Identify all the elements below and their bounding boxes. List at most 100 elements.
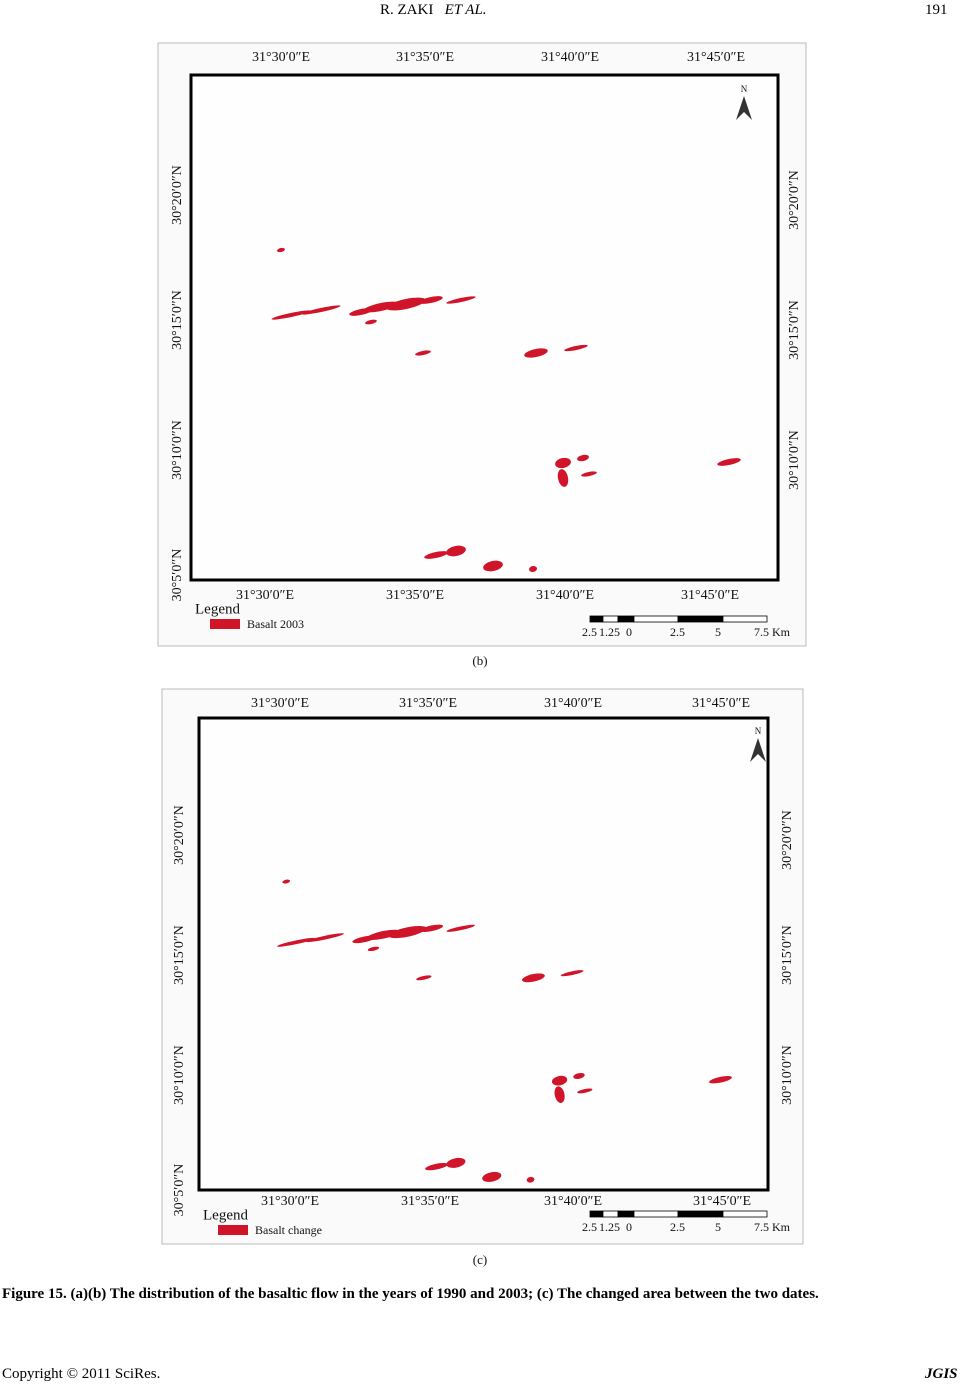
bottom-coord: 31°35′0″E: [401, 1194, 459, 1209]
basalt-patch: [581, 471, 597, 477]
basalt-patch: [526, 1176, 535, 1183]
north-letter: N: [741, 84, 748, 94]
left-coord: 30°5′0″N: [170, 549, 185, 602]
scale-label: 2.5: [670, 1220, 685, 1234]
bottom-coord: 31°40′0″E: [544, 1194, 602, 1209]
legend-title: Legend: [203, 1207, 248, 1223]
basalt-patch: [416, 975, 432, 981]
basalt-patch: [529, 565, 537, 573]
basalt-patch: [415, 350, 431, 356]
author-suffix: ET AL.: [444, 2, 487, 18]
scale-segment: [589, 615, 604, 623]
right-coord: 30°15′0″N: [787, 300, 802, 360]
basalt-patch: [551, 1075, 568, 1086]
scale-segment: [677, 1210, 724, 1218]
scale-label: 2.5: [670, 625, 685, 639]
legend-swatch: [218, 1225, 248, 1235]
left-coord: 30°10′0″N: [170, 420, 185, 480]
panel-label: (b): [472, 653, 487, 668]
bottom-coord: 31°45′0″E: [681, 588, 739, 603]
basalt-patch: [420, 924, 444, 932]
legend-swatch: [210, 619, 240, 629]
basalt-patch: [271, 310, 311, 320]
basalt-patch: [282, 879, 291, 884]
basalt-patch: [555, 457, 571, 469]
author: R. ZAKI: [380, 2, 434, 18]
left-coord: 30°20′0″N: [170, 165, 185, 225]
scale-label: 1.25: [599, 1220, 620, 1234]
copyright: Copyright © 2011 SciRes.: [2, 1366, 161, 1382]
basalt-patch: [424, 551, 448, 559]
basalt-patch: [564, 344, 588, 352]
scale-label: 2.5: [582, 1220, 597, 1234]
basalt-patch: [554, 1086, 565, 1103]
basalt-patch: [573, 1072, 585, 1079]
basalt-patch: [446, 296, 476, 304]
basalt-patch: [366, 929, 401, 940]
basalt-patch: [577, 454, 589, 462]
scale-segment: [677, 615, 724, 623]
scale-segment: [722, 1210, 768, 1218]
legend-title: Legend: [195, 601, 240, 617]
scale-segment: [602, 1210, 619, 1218]
right-coord: 30°10′0″N: [780, 1045, 795, 1105]
scale-label: 5: [715, 625, 721, 639]
right-coord: 30°20′0″N: [787, 170, 802, 230]
scale-segment: [617, 615, 635, 623]
scale-segment: [589, 1210, 604, 1218]
basalt-patch: [277, 247, 285, 253]
top-coord: 31°45′0″E: [687, 50, 745, 65]
left-coord: 30°10′0″N: [172, 1045, 187, 1105]
scale-segment: [602, 615, 619, 623]
page-number: 191: [925, 2, 948, 18]
caption: Figure 15. (a)(b) The distribution of th…: [2, 1286, 819, 1302]
scale-label: 0: [626, 625, 632, 639]
top-coord: 31°30′0″E: [251, 696, 309, 711]
bottom-coord: 31°30′0″E: [261, 1194, 319, 1209]
bottom-coord: 31°35′0″E: [386, 588, 444, 603]
top-coord: 31°40′0″E: [541, 50, 599, 65]
basalt-patch: [419, 296, 443, 304]
scale-segment: [633, 1210, 679, 1218]
north-arrow: [736, 96, 752, 120]
basalt-patch: [557, 469, 569, 487]
left-coord: 30°5′0″N: [172, 1164, 187, 1217]
panel-label: (c): [473, 1252, 487, 1267]
basalt-patch: [522, 973, 545, 983]
basalt-patch: [482, 1171, 502, 1182]
basalt-patch: [577, 1088, 593, 1094]
basalt-patch: [560, 970, 584, 977]
legend-item: Basalt 2003: [247, 617, 304, 631]
top-coord: 31°30′0″E: [252, 50, 310, 65]
basalt-patch: [524, 348, 548, 358]
right-coord: 30°20′0″N: [780, 810, 795, 870]
basalt-patch: [306, 933, 344, 943]
basalt-patch: [388, 925, 427, 939]
right-coord: 30°10′0″N: [787, 430, 802, 490]
journal: JGIS: [925, 1366, 958, 1382]
scale-label: 1.25: [599, 625, 620, 639]
bottom-coord: 31°45′0″E: [693, 1194, 751, 1209]
basalt-patch: [709, 1076, 732, 1084]
scale-segment: [722, 615, 768, 623]
basalt-patch: [301, 305, 341, 315]
basalt-patch: [367, 946, 380, 952]
scale-label: 7.5 Km: [754, 625, 791, 639]
left-coord: 30°15′0″N: [172, 925, 187, 985]
map-area: [197, 716, 770, 1192]
running-head: R. ZAKI ET AL.: [380, 2, 487, 19]
scale-label: 2.5: [582, 625, 597, 639]
north-letter: N: [755, 726, 762, 736]
scale-label: 0: [626, 1220, 632, 1234]
scale-segment: [633, 615, 679, 623]
scale-label: 5: [715, 1220, 721, 1234]
map-area: [189, 73, 780, 582]
top-coord: 31°45′0″E: [692, 696, 750, 711]
top-coord: 31°40′0″E: [544, 696, 602, 711]
bottom-coord: 31°40′0″E: [536, 588, 594, 603]
basalt-patch: [365, 319, 377, 325]
basalt-patch: [386, 297, 426, 311]
top-coord: 31°35′0″E: [396, 50, 454, 65]
right-coord: 30°15′0″N: [780, 925, 795, 985]
basalt-patch: [483, 560, 503, 572]
